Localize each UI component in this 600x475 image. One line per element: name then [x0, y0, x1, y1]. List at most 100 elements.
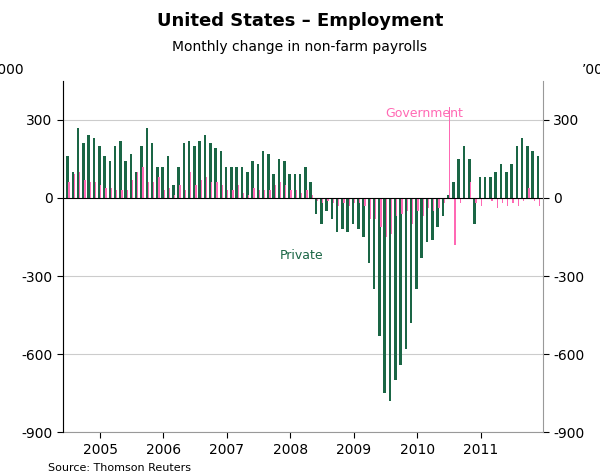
- Bar: [199, 141, 201, 198]
- Bar: [521, 138, 523, 198]
- Bar: [92, 138, 95, 198]
- Text: United States – Employment: United States – Employment: [157, 12, 443, 30]
- Bar: [452, 182, 455, 198]
- Bar: [415, 198, 418, 289]
- Bar: [359, 198, 361, 203]
- Bar: [206, 177, 207, 198]
- Bar: [77, 128, 79, 198]
- Bar: [532, 151, 534, 198]
- Bar: [209, 143, 212, 198]
- Bar: [232, 190, 233, 198]
- Bar: [497, 198, 498, 209]
- Bar: [79, 172, 80, 198]
- Bar: [475, 198, 477, 203]
- Bar: [135, 172, 137, 198]
- Bar: [264, 190, 265, 198]
- Bar: [98, 146, 101, 198]
- Bar: [220, 151, 222, 198]
- Bar: [272, 174, 275, 198]
- Bar: [314, 198, 317, 214]
- Bar: [299, 174, 301, 198]
- Bar: [142, 167, 143, 198]
- Bar: [317, 198, 318, 200]
- Text: ’000: ’000: [581, 63, 600, 77]
- Bar: [389, 198, 391, 401]
- Bar: [442, 198, 444, 216]
- Bar: [383, 198, 386, 393]
- Bar: [346, 198, 349, 232]
- Bar: [253, 188, 255, 198]
- Bar: [288, 174, 291, 198]
- Bar: [200, 180, 202, 198]
- Bar: [489, 177, 492, 198]
- Bar: [203, 135, 206, 198]
- Bar: [463, 146, 466, 198]
- Bar: [182, 143, 185, 198]
- Bar: [491, 198, 493, 200]
- Bar: [510, 164, 513, 198]
- Bar: [412, 198, 413, 224]
- Bar: [357, 198, 359, 229]
- Bar: [425, 198, 428, 242]
- Bar: [190, 172, 191, 198]
- Bar: [311, 195, 313, 198]
- Bar: [468, 159, 470, 198]
- Bar: [417, 198, 419, 211]
- Bar: [325, 198, 328, 211]
- Bar: [103, 156, 106, 198]
- Bar: [121, 190, 122, 198]
- Bar: [137, 172, 139, 198]
- Bar: [332, 198, 334, 203]
- Bar: [378, 198, 381, 336]
- Bar: [251, 162, 254, 198]
- Bar: [322, 198, 323, 203]
- Bar: [401, 198, 403, 214]
- Bar: [481, 198, 482, 206]
- Bar: [161, 167, 164, 198]
- Bar: [225, 167, 227, 198]
- Bar: [484, 177, 487, 198]
- Bar: [399, 198, 402, 364]
- Bar: [310, 182, 312, 198]
- Text: ’000: ’000: [0, 63, 25, 77]
- Bar: [259, 190, 260, 198]
- Bar: [217, 182, 218, 198]
- Bar: [457, 159, 460, 198]
- Bar: [130, 153, 133, 198]
- Bar: [428, 198, 429, 209]
- Bar: [169, 188, 170, 198]
- Bar: [156, 167, 159, 198]
- Bar: [349, 198, 350, 206]
- Bar: [66, 156, 69, 198]
- Bar: [146, 128, 148, 198]
- Bar: [167, 156, 169, 198]
- Bar: [174, 195, 175, 198]
- Bar: [262, 151, 265, 198]
- Bar: [148, 182, 149, 198]
- Bar: [343, 198, 344, 203]
- Bar: [114, 146, 116, 198]
- Bar: [296, 190, 297, 198]
- Bar: [227, 190, 228, 198]
- Bar: [211, 182, 212, 198]
- Text: Private: Private: [280, 249, 323, 262]
- Bar: [280, 182, 281, 198]
- Bar: [301, 193, 302, 198]
- Bar: [153, 182, 154, 198]
- Bar: [447, 195, 449, 198]
- Bar: [433, 198, 434, 211]
- Bar: [439, 198, 440, 209]
- Bar: [460, 198, 461, 203]
- Bar: [526, 146, 529, 198]
- Bar: [338, 198, 339, 206]
- Bar: [500, 164, 502, 198]
- Bar: [373, 198, 376, 289]
- Bar: [188, 141, 190, 198]
- Bar: [241, 167, 244, 198]
- Bar: [362, 198, 365, 237]
- Bar: [394, 198, 397, 380]
- Bar: [195, 185, 197, 198]
- Bar: [110, 188, 112, 198]
- Bar: [124, 162, 127, 198]
- Bar: [533, 198, 535, 200]
